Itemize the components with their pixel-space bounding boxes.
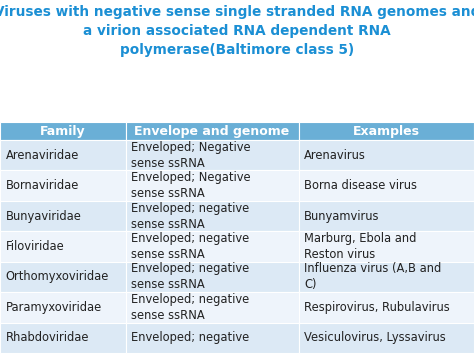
Text: Vesiculovirus, Lyssavirus: Vesiculovirus, Lyssavirus [304, 332, 446, 344]
Text: Bornaviridae: Bornaviridae [6, 179, 79, 192]
Text: Family: Family [40, 125, 86, 138]
Bar [126, 170, 299, 201]
Text: Filoviridae: Filoviridae [6, 240, 64, 253]
Bar [299, 323, 474, 353]
Bar [0, 140, 126, 170]
Bar [0, 231, 126, 262]
Bar [126, 122, 299, 140]
Text: Enveloped; Negative
sense ssRNA: Enveloped; Negative sense ssRNA [131, 171, 251, 200]
Bar [299, 231, 474, 262]
Bar [0, 323, 126, 353]
Bar [126, 231, 299, 262]
Text: Enveloped; negative
sense ssRNA: Enveloped; negative sense ssRNA [131, 232, 249, 261]
Bar [0, 262, 126, 292]
Text: Enveloped; negative
sense ssRNA: Enveloped; negative sense ssRNA [131, 202, 249, 230]
Text: Bunyamvirus: Bunyamvirus [304, 209, 380, 223]
Text: Paramyxoviridae: Paramyxoviridae [6, 301, 102, 314]
Bar [0, 201, 126, 231]
Text: Enveloped; negative
sense ssRNA: Enveloped; negative sense ssRNA [131, 262, 249, 291]
Bar [126, 323, 299, 353]
Bar [0, 122, 126, 140]
Bar [299, 262, 474, 292]
Bar [126, 201, 299, 231]
Text: Envelope and genome: Envelope and genome [135, 125, 290, 138]
Text: Rhabdoviridae: Rhabdoviridae [6, 332, 89, 344]
Bar [126, 140, 299, 170]
Text: Bunyaviridae: Bunyaviridae [6, 209, 82, 223]
Text: Enveloped; negative
sense ssRNA: Enveloped; negative sense ssRNA [131, 293, 249, 322]
Bar [299, 170, 474, 201]
Bar [0, 292, 126, 323]
Text: Marburg, Ebola and
Reston virus: Marburg, Ebola and Reston virus [304, 232, 417, 261]
Bar [299, 292, 474, 323]
Text: Influenza virus (A,B and
C): Influenza virus (A,B and C) [304, 262, 442, 291]
Bar [0, 170, 126, 201]
Bar [126, 262, 299, 292]
Text: Enveloped; negative: Enveloped; negative [131, 332, 249, 344]
Text: Borna disease virus: Borna disease virus [304, 179, 417, 192]
Bar [299, 122, 474, 140]
Text: Arenaviridae: Arenaviridae [6, 148, 79, 162]
Bar [299, 201, 474, 231]
Text: Viruses with negative sense single stranded RNA genomes and
a virion associated : Viruses with negative sense single stran… [0, 5, 474, 57]
Bar [299, 140, 474, 170]
Text: Examples: Examples [353, 125, 420, 138]
Text: Enveloped; Negative
sense ssRNA: Enveloped; Negative sense ssRNA [131, 141, 251, 170]
Text: Respirovirus, Rubulavirus: Respirovirus, Rubulavirus [304, 301, 450, 314]
Text: Orthomyxoviridae: Orthomyxoviridae [6, 271, 109, 284]
Bar [126, 292, 299, 323]
Text: Arenavirus: Arenavirus [304, 148, 366, 162]
